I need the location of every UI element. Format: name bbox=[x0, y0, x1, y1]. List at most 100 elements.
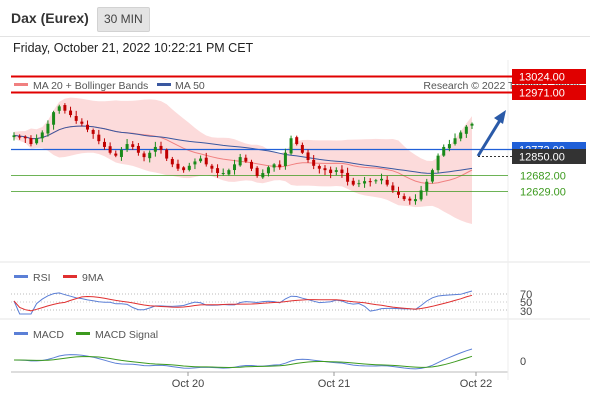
candle bbox=[430, 168, 434, 184]
candle bbox=[102, 138, 106, 150]
candle bbox=[97, 129, 101, 145]
candle bbox=[283, 148, 287, 170]
candle bbox=[391, 182, 395, 193]
candle bbox=[425, 178, 429, 196]
candle bbox=[216, 164, 220, 178]
candle bbox=[227, 168, 231, 176]
candle bbox=[295, 135, 299, 146]
candle bbox=[35, 134, 39, 145]
candle bbox=[249, 159, 253, 172]
candle bbox=[317, 164, 321, 174]
candle bbox=[368, 178, 372, 187]
macd-zero-label: 0 bbox=[520, 356, 526, 368]
candle bbox=[193, 158, 197, 170]
header-bar: Dax (Eurex) 30 MIN bbox=[0, 0, 590, 37]
candle bbox=[289, 135, 293, 155]
candle bbox=[374, 178, 378, 184]
candle bbox=[176, 159, 180, 171]
ma50-legend-swatch bbox=[157, 83, 171, 86]
macd-signal-line bbox=[14, 355, 473, 369]
candle bbox=[261, 169, 265, 179]
timeframe-button[interactable]: 30 MIN bbox=[97, 7, 150, 32]
candle bbox=[329, 166, 333, 179]
x-tick-label: Oct 21 bbox=[318, 378, 350, 390]
rsi-legend-swatch bbox=[14, 275, 28, 278]
candle bbox=[453, 133, 457, 146]
candle bbox=[170, 156, 174, 168]
candle bbox=[159, 141, 163, 154]
candle bbox=[340, 165, 344, 178]
projection-arrow bbox=[476, 110, 506, 157]
header-divider bbox=[0, 36, 590, 37]
candle bbox=[244, 154, 248, 163]
candle bbox=[346, 167, 350, 186]
rsi-ma-legend-label: 9MA bbox=[82, 272, 104, 284]
candle bbox=[74, 110, 78, 124]
candle bbox=[300, 142, 304, 155]
candle bbox=[187, 162, 191, 172]
candle bbox=[363, 176, 367, 188]
candle bbox=[470, 122, 474, 129]
candle bbox=[408, 196, 412, 205]
bollinger-legend-label: MA 20 + Bollinger Bands bbox=[33, 80, 148, 92]
candle bbox=[63, 103, 67, 114]
rsi-legend-label: RSI bbox=[33, 272, 51, 284]
candle bbox=[114, 150, 118, 158]
level-label: 13024.00 bbox=[519, 72, 565, 84]
candle bbox=[23, 135, 27, 143]
candle bbox=[442, 144, 446, 157]
candle bbox=[142, 151, 146, 162]
bollinger-legend-swatch bbox=[14, 83, 28, 86]
level-label-box bbox=[512, 69, 586, 84]
candle bbox=[413, 194, 417, 205]
bollinger-band bbox=[14, 97, 472, 224]
candle bbox=[323, 165, 327, 175]
candle bbox=[125, 139, 129, 152]
rsi-ma-legend-swatch bbox=[63, 275, 77, 278]
candle bbox=[165, 148, 169, 162]
candle bbox=[385, 175, 389, 187]
rsi-ma-line bbox=[13, 294, 473, 312]
candle bbox=[459, 130, 463, 142]
candle bbox=[136, 142, 140, 156]
level-label: 12629.00 bbox=[520, 187, 566, 199]
candle bbox=[91, 128, 95, 139]
candle bbox=[52, 110, 56, 130]
candle bbox=[80, 118, 84, 127]
candle bbox=[153, 141, 157, 157]
macd-signal-legend-label: MACD Signal bbox=[95, 329, 158, 341]
candle bbox=[199, 155, 203, 163]
x-axis: Oct 20 Oct 21 Oct 22 bbox=[172, 372, 492, 390]
rsi-70-label: 70 bbox=[520, 289, 532, 301]
candle bbox=[131, 141, 135, 150]
candle bbox=[148, 150, 152, 163]
candle bbox=[12, 132, 16, 141]
x-tick-label: Oct 20 bbox=[172, 378, 204, 390]
level-label: 12682.00 bbox=[520, 171, 566, 183]
candle bbox=[221, 168, 225, 176]
candle bbox=[29, 135, 33, 147]
candle bbox=[255, 166, 259, 178]
macd-signal-legend-swatch bbox=[76, 332, 90, 335]
candle bbox=[119, 147, 123, 161]
candle bbox=[69, 106, 73, 118]
candle bbox=[18, 134, 22, 140]
current-price-label: 12850.00 bbox=[478, 149, 586, 164]
level-label-box bbox=[512, 85, 586, 100]
candlestick-series bbox=[12, 103, 474, 205]
rsi-50-label: 50 bbox=[520, 297, 532, 309]
candle bbox=[57, 104, 61, 114]
candle bbox=[108, 142, 112, 155]
candle bbox=[86, 120, 90, 133]
candle bbox=[447, 139, 451, 152]
candle bbox=[357, 179, 361, 188]
candle bbox=[238, 153, 242, 167]
candle bbox=[419, 185, 423, 202]
candle bbox=[396, 186, 400, 199]
instrument-title: Dax (Eurex) bbox=[11, 10, 89, 26]
candle bbox=[182, 166, 186, 173]
macd-legend-label: MACD bbox=[33, 329, 64, 341]
x-tick-label: Oct 22 bbox=[460, 378, 492, 390]
candle bbox=[272, 163, 276, 172]
